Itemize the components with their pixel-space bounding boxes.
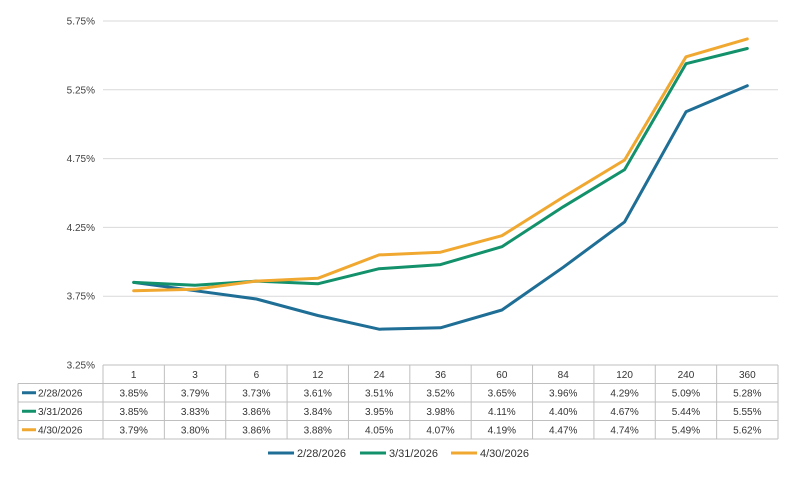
x-tick-label: 1 bbox=[131, 370, 137, 381]
x-tick-label: 120 bbox=[616, 370, 633, 381]
data-label: 4.74% bbox=[610, 425, 638, 436]
x-tick-label: 12 bbox=[312, 370, 324, 381]
data-label: 5.49% bbox=[672, 425, 700, 436]
row-series-name: 4/30/2026 bbox=[38, 425, 83, 436]
data-label: 5.44% bbox=[672, 407, 700, 418]
data-label: 4.07% bbox=[426, 425, 454, 436]
data-label: 4.47% bbox=[549, 425, 577, 436]
y-tick-label: 3.75% bbox=[67, 292, 95, 303]
x-tick-label: 6 bbox=[254, 370, 260, 381]
data-label: 3.84% bbox=[304, 407, 332, 418]
y-tick-label: 5.25% bbox=[67, 85, 95, 96]
data-label: 4.29% bbox=[610, 388, 638, 399]
y-tick-label: 3.25% bbox=[67, 361, 95, 372]
y-axis: 3.25% 3.75% 4.25% 4.75% 5.25% 5.75% bbox=[67, 17, 95, 372]
x-tick-label: 84 bbox=[558, 370, 570, 381]
data-label: 3.85% bbox=[120, 407, 148, 418]
x-tick-label: 240 bbox=[678, 370, 695, 381]
data-label: 3.88% bbox=[304, 425, 332, 436]
data-label: 3.83% bbox=[181, 407, 209, 418]
series-line bbox=[132, 84, 749, 331]
data-label: 3.79% bbox=[120, 425, 148, 436]
data-label: 3.96% bbox=[549, 388, 577, 399]
y-tick-label: 4.25% bbox=[67, 223, 95, 234]
legend-label: 2/28/2026 bbox=[297, 448, 346, 460]
series-line bbox=[132, 37, 749, 293]
data-label: 5.55% bbox=[733, 407, 761, 418]
data-label: 5.28% bbox=[733, 388, 761, 399]
legend-label: 4/30/2026 bbox=[480, 448, 529, 460]
row-series-name: 2/28/2026 bbox=[38, 388, 83, 399]
data-label: 3.98% bbox=[426, 407, 454, 418]
row-series-name: 3/31/2026 bbox=[38, 407, 83, 418]
data-label: 3.85% bbox=[120, 388, 148, 399]
data-label: 4.11% bbox=[488, 407, 516, 418]
data-label: 3.80% bbox=[181, 425, 209, 436]
x-tick-label: 360 bbox=[739, 370, 756, 381]
x-tick-label: 60 bbox=[496, 370, 508, 381]
data-label: 5.09% bbox=[672, 388, 700, 399]
data-label: 3.51% bbox=[365, 388, 393, 399]
legend: 2/28/2026 3/31/2026 4/30/2026 bbox=[268, 448, 529, 460]
series-lines bbox=[132, 37, 749, 331]
data-label: 3.86% bbox=[242, 425, 270, 436]
data-label: 4.05% bbox=[365, 425, 393, 436]
data-label: 3.73% bbox=[242, 388, 270, 399]
legend-label: 3/31/2026 bbox=[389, 448, 438, 460]
x-tick-label: 36 bbox=[435, 370, 447, 381]
data-label: 3.65% bbox=[488, 388, 516, 399]
data-label: 4.40% bbox=[549, 407, 577, 418]
data-label: 3.95% bbox=[365, 407, 393, 418]
x-tick-label: 24 bbox=[374, 370, 386, 381]
x-tick-label: 3 bbox=[192, 370, 198, 381]
data-label: 3.52% bbox=[426, 388, 454, 399]
data-label: 4.19% bbox=[488, 425, 516, 436]
data-label: 3.86% bbox=[242, 407, 270, 418]
data-label: 4.67% bbox=[610, 407, 638, 418]
y-tick-label: 5.75% bbox=[67, 17, 95, 28]
data-label: 3.61% bbox=[304, 388, 332, 399]
y-tick-label: 4.75% bbox=[67, 154, 95, 165]
data-label: 5.62% bbox=[733, 425, 761, 436]
data-label: 3.79% bbox=[181, 388, 209, 399]
